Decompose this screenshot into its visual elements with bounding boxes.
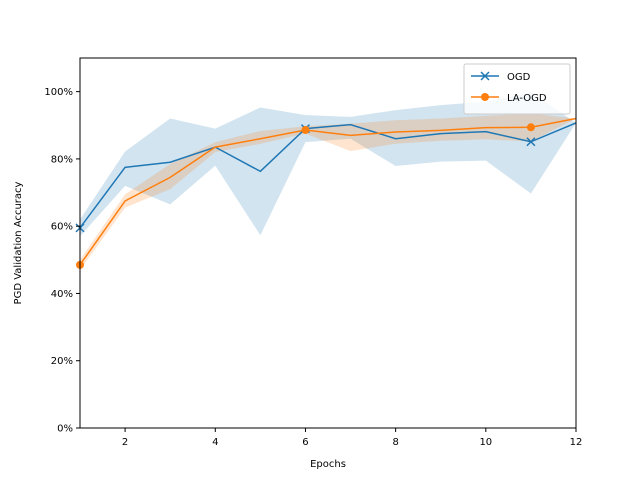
- y-tick-label: 100%: [44, 87, 73, 98]
- y-axis-ticks: 0% 20% 40% 60% 80% 100%: [44, 87, 80, 435]
- y-tick-label: 40%: [51, 289, 73, 300]
- x-tick-label: 8: [392, 437, 398, 448]
- plot-frame: [79, 57, 577, 429]
- y-axis-label: PGD Validation Accuracy: [13, 181, 24, 304]
- y-tick-label: 0%: [57, 424, 73, 435]
- ogd-line: [79, 122, 577, 229]
- la-ogd-line: [79, 117, 577, 266]
- x-axis-label: Epochs: [310, 459, 346, 470]
- ogd-band: [80, 92, 576, 237]
- legend-entry-la-ogd: LA-OGD: [471, 93, 547, 104]
- ogd-marker: [526, 137, 536, 147]
- legend-label: LA-OGD: [507, 93, 547, 104]
- x-tick-label: 2: [122, 437, 128, 448]
- x-axis-ticks: 2 4 6 8 10 12: [122, 428, 582, 448]
- la-ogd-band: [80, 113, 576, 270]
- la-ogd-marker: [301, 125, 310, 134]
- legend-label: OGD: [507, 72, 531, 83]
- confidence-bands: [80, 92, 576, 270]
- la-ogd-marker: [526, 123, 535, 132]
- x-tick-label: 4: [212, 437, 218, 448]
- y-tick-label: 80%: [51, 154, 73, 165]
- x-tick-label: 12: [570, 437, 583, 448]
- series-lines: [79, 117, 577, 266]
- legend-entry-ogd: OGD: [471, 71, 531, 83]
- x-tick-label: 6: [302, 437, 308, 448]
- y-tick-label: 20%: [51, 356, 73, 367]
- x-tick-label: 10: [479, 437, 492, 448]
- y-tick-label: 60%: [51, 222, 73, 233]
- legend: OGD LA-OGD: [463, 63, 571, 115]
